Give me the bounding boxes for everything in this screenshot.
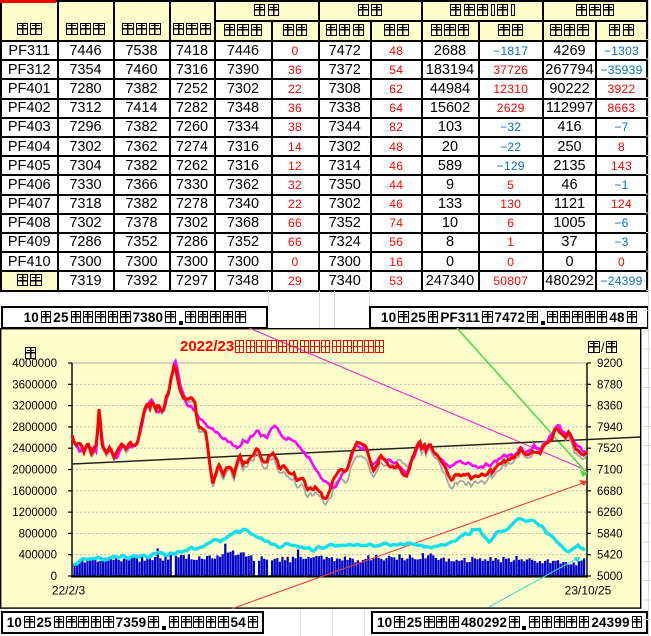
- svg-text:5840: 5840: [597, 528, 623, 540]
- svg-text:7100: 7100: [597, 465, 623, 477]
- svg-text:8360: 8360: [597, 401, 623, 413]
- svg-text:8780: 8780: [597, 379, 623, 391]
- svg-text:1200000: 1200000: [12, 507, 57, 519]
- svg-text:7940: 7940: [597, 422, 623, 434]
- svg-text:400000: 400000: [19, 550, 57, 562]
- svg-text:0: 0: [51, 571, 57, 583]
- svg-text:800000: 800000: [19, 528, 57, 540]
- svg-text:6680: 6680: [597, 486, 623, 498]
- svg-text:1600000: 1600000: [12, 486, 57, 498]
- svg-text:23/10/25: 23/10/25: [565, 584, 612, 598]
- svg-text:22/2/3: 22/2/3: [52, 584, 86, 598]
- svg-text:2800000: 2800000: [12, 422, 57, 434]
- svg-text:5420: 5420: [597, 550, 623, 562]
- svg-text:3600000: 3600000: [12, 379, 57, 391]
- svg-text:9200: 9200: [597, 358, 623, 370]
- svg-text:4000000: 4000000: [12, 358, 57, 370]
- svg-text:7520: 7520: [597, 443, 623, 455]
- svg-text:5000: 5000: [597, 571, 623, 583]
- svg-text:2400000: 2400000: [12, 443, 57, 455]
- svg-text:6260: 6260: [597, 507, 623, 519]
- svg-text:3200000: 3200000: [12, 401, 57, 413]
- svg-text:2000000: 2000000: [12, 465, 57, 477]
